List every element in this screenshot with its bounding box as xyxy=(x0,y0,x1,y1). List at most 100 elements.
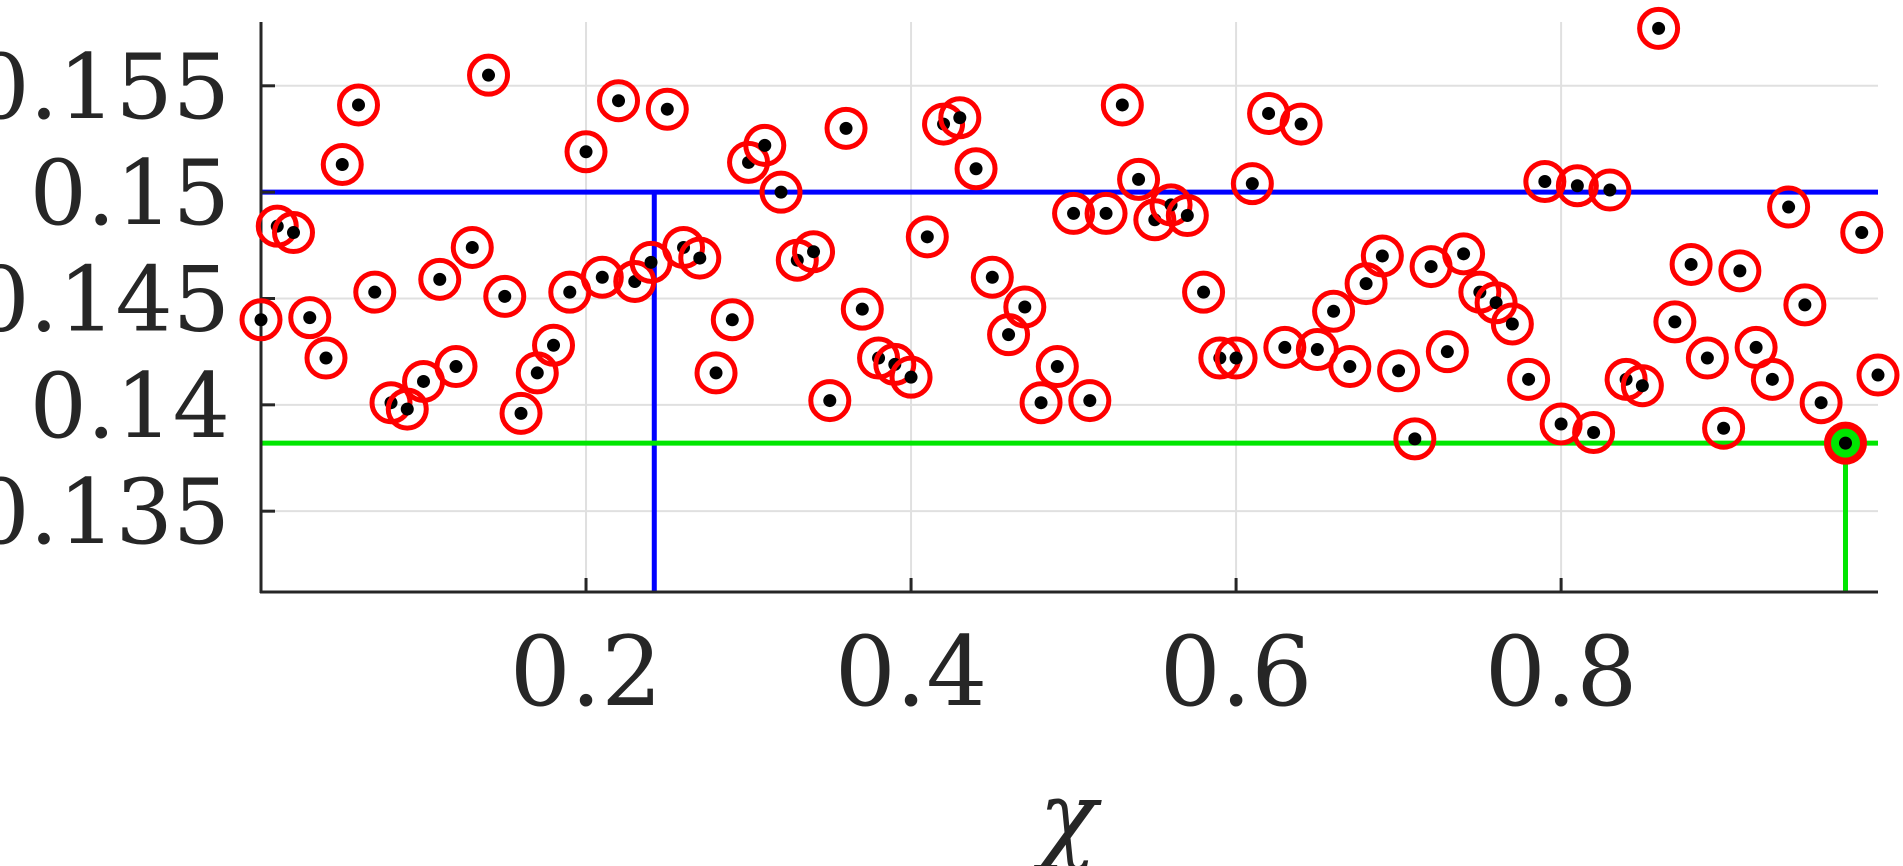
data-point-ring-49 xyxy=(1035,345,1079,389)
data-point-ring-91 xyxy=(1718,249,1762,293)
data-point-ring-43 xyxy=(938,96,982,140)
data-point-ring-67 xyxy=(1328,345,1372,389)
reference-lines xyxy=(261,189,1878,592)
x-tick-label-3: 0.8 xyxy=(1485,616,1638,728)
data-point-dot-93 xyxy=(1765,372,1779,386)
data-point-dot-67 xyxy=(1343,360,1357,374)
data-point-ring-37 xyxy=(840,287,884,331)
data-point-88 xyxy=(1669,242,1713,286)
data-point-ring-25 xyxy=(645,87,689,131)
data-point-ring-79 xyxy=(1523,160,1567,204)
data-point-dot-45 xyxy=(985,270,999,284)
data-point-ring-5 xyxy=(320,143,364,186)
data-point-47 xyxy=(1003,285,1047,329)
data-point-ring-61 xyxy=(1230,162,1274,206)
data-point-67 xyxy=(1328,345,1372,389)
data-point-dot-51 xyxy=(1083,394,1097,408)
data-point-63 xyxy=(1263,325,1307,369)
data-point-dot-29 xyxy=(725,313,739,327)
data-point-11 xyxy=(418,257,462,301)
data-point-ring-64 xyxy=(1279,102,1323,146)
data-point-dot-19 xyxy=(563,285,577,299)
data-point-ring-13 xyxy=(450,225,494,269)
data-point-dot-54 xyxy=(1132,172,1146,186)
data-point-78 xyxy=(1507,357,1551,401)
x-tick-label-1: 0.4 xyxy=(835,616,988,728)
data-point-ring-83 xyxy=(1588,168,1632,212)
data-point-dot-10 xyxy=(417,374,431,388)
data-point-dot-15 xyxy=(498,289,512,303)
data-point-51 xyxy=(1068,379,1112,423)
data-point-82 xyxy=(1572,410,1616,454)
data-point-dot-21 xyxy=(595,270,609,284)
data-point-dot-28 xyxy=(709,366,723,380)
data-point-ring-40 xyxy=(889,355,933,399)
data-point-ring-35 xyxy=(808,379,852,423)
data-point-ring-4 xyxy=(304,336,348,380)
data-point-20 xyxy=(564,130,608,174)
data-point-ring-18 xyxy=(532,323,576,367)
x-tick-label-2: 0.6 xyxy=(1160,616,1313,728)
data-point-dot-64 xyxy=(1294,117,1308,131)
data-point-ring-80 xyxy=(1539,402,1583,446)
data-point-57 xyxy=(1165,194,1209,238)
data-point-94 xyxy=(1767,185,1811,229)
data-point-ring-32 xyxy=(759,170,803,214)
data-point-dot-95 xyxy=(1798,298,1812,312)
data-point-ring-16 xyxy=(499,391,543,435)
data-point-98 xyxy=(1840,211,1884,255)
data-point-60 xyxy=(1214,336,1258,380)
data-point-ring-58 xyxy=(1182,270,1226,314)
data-point-ring-98 xyxy=(1840,211,1884,255)
data-point-12 xyxy=(434,345,478,389)
data-point-dot-82 xyxy=(1587,425,1601,439)
data-point-dot-70 xyxy=(1392,364,1406,378)
data-point-68 xyxy=(1344,262,1388,306)
data-point-ring-3 xyxy=(288,296,332,340)
data-point-ring-29 xyxy=(710,298,754,342)
data-point-dot-86 xyxy=(1652,21,1666,35)
data-point-dot-68 xyxy=(1359,277,1373,291)
data-point-27 xyxy=(678,236,722,280)
data-point-ring-45 xyxy=(970,255,1014,299)
data-point-66 xyxy=(1312,289,1356,333)
data-point-ring-73 xyxy=(1425,330,1469,374)
data-point-dot-96 xyxy=(1814,396,1828,410)
data-point-ring-70 xyxy=(1377,349,1421,393)
data-point-dot-36 xyxy=(839,121,853,135)
data-point-17 xyxy=(515,351,559,395)
data-point-ring-28 xyxy=(694,351,738,395)
data-point-dot-90 xyxy=(1717,421,1731,435)
data-point-70 xyxy=(1377,349,1421,393)
data-point-2 xyxy=(272,211,316,255)
best-point-dot xyxy=(1838,436,1852,450)
y-tick-label-2: 0.145 xyxy=(0,247,230,352)
data-point-48 xyxy=(1019,381,1063,425)
data-point-dot-0 xyxy=(254,313,268,327)
data-point-dot-58 xyxy=(1197,285,1211,299)
data-point-ring-0 xyxy=(239,298,283,342)
data-point-49 xyxy=(1035,345,1079,389)
data-point-77 xyxy=(1490,302,1534,346)
data-point-ring-34 xyxy=(792,230,836,274)
data-point-dot-12 xyxy=(449,360,463,374)
data-point-dot-27 xyxy=(693,251,707,265)
data-point-dot-71 xyxy=(1408,432,1422,446)
data-point-32 xyxy=(759,170,803,214)
data-point-dot-92 xyxy=(1749,340,1763,354)
data-point-6 xyxy=(337,83,381,127)
data-point-36 xyxy=(824,106,868,150)
data-point-44 xyxy=(954,147,998,191)
data-point-80 xyxy=(1539,402,1583,446)
data-point-90 xyxy=(1702,406,1746,450)
data-point-dot-47 xyxy=(1018,300,1032,314)
data-point-ring-53 xyxy=(1100,83,1144,127)
data-point-ring-93 xyxy=(1750,357,1794,401)
data-point-ring-99 xyxy=(1856,353,1900,397)
data-point-dot-40 xyxy=(904,370,918,384)
data-point-dot-61 xyxy=(1245,177,1259,191)
data-point-dot-14 xyxy=(482,68,496,82)
data-point-25 xyxy=(645,87,689,131)
data-point-43 xyxy=(938,96,982,140)
